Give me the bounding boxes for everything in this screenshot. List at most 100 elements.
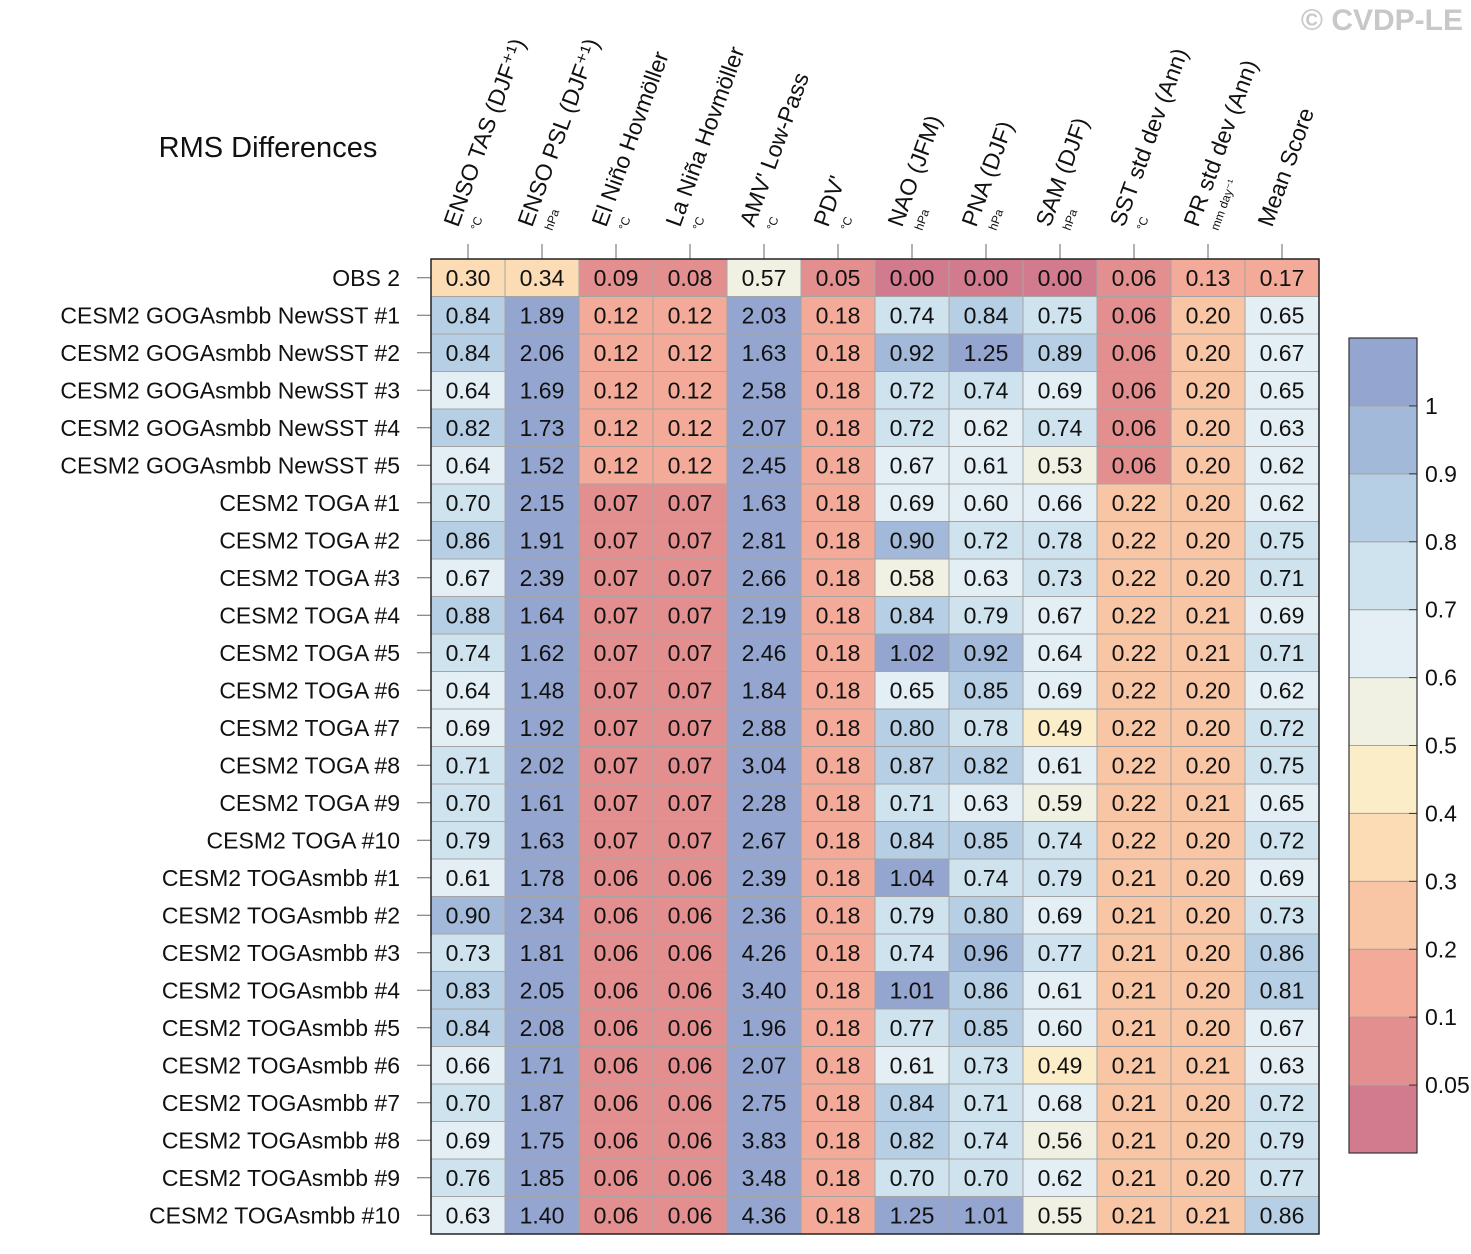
row-label: CESM2 TOGAsmbb #8 bbox=[162, 1127, 400, 1153]
heatmap-border bbox=[430, 258, 1320, 1235]
cell-value-label: 1.84 bbox=[742, 677, 787, 703]
cell-value-label: 0.86 bbox=[964, 977, 1009, 1003]
heatmap-cell bbox=[1022, 896, 1098, 935]
column-header: PNA (DJF)hPa bbox=[956, 118, 1018, 233]
cell-value-label: 0.07 bbox=[594, 527, 639, 553]
heatmap-cell bbox=[1022, 446, 1098, 485]
row-label: CESM2 TOGA #7 bbox=[219, 715, 400, 741]
cell-value-label: 0.07 bbox=[668, 490, 713, 516]
heatmap-cell bbox=[504, 783, 580, 822]
heatmap-cell bbox=[948, 408, 1024, 447]
heatmap-cell bbox=[1170, 1121, 1246, 1160]
heatmap-cell bbox=[1170, 1158, 1246, 1197]
cell-value-label: 4.36 bbox=[742, 1202, 787, 1228]
cell-value-label: 0.18 bbox=[816, 1015, 861, 1041]
cell-value-label: 0.06 bbox=[594, 1165, 639, 1191]
cell-value-label: 0.22 bbox=[1112, 715, 1157, 741]
heatmap-cell bbox=[1244, 858, 1320, 897]
cell-value-label: 1.75 bbox=[520, 1127, 565, 1153]
cell-value-label: 0.12 bbox=[594, 377, 639, 403]
row-label: CESM2 TOGA #5 bbox=[219, 640, 400, 666]
heatmap-cell bbox=[504, 371, 580, 410]
heatmap-cell bbox=[1022, 821, 1098, 860]
heatmap-cell bbox=[578, 896, 654, 935]
cell-value-label: 0.84 bbox=[890, 1090, 935, 1116]
column-label: PNA (DJF) bbox=[956, 118, 1018, 230]
row-label: CESM2 GOGAsmbb NewSST #5 bbox=[60, 452, 400, 478]
heatmap-cell bbox=[948, 933, 1024, 972]
cell-value-label: 0.00 bbox=[964, 265, 1009, 291]
colorbar-tick-label: 0.05 bbox=[1425, 1072, 1470, 1098]
cell-value-label: 1.02 bbox=[890, 640, 935, 666]
cell-value-label: 2.66 bbox=[742, 565, 787, 591]
cell-value-label: 0.07 bbox=[594, 752, 639, 778]
cell-value-label: 0.06 bbox=[668, 977, 713, 1003]
heatmap-cell bbox=[430, 483, 506, 522]
heatmap-cell bbox=[874, 783, 950, 822]
cell-value-label: 0.18 bbox=[816, 1202, 861, 1228]
cell-value-label: 2.06 bbox=[520, 340, 565, 366]
cell-value-label: 0.84 bbox=[446, 1015, 491, 1041]
column-unit: °C bbox=[764, 214, 782, 232]
heatmap-cell bbox=[874, 858, 950, 897]
cell-value-label: 0.65 bbox=[1260, 790, 1305, 816]
cell-value-label: 0.61 bbox=[964, 452, 1009, 478]
cell-value-label: 0.67 bbox=[1038, 602, 1083, 628]
cell-value-label: 0.20 bbox=[1186, 302, 1231, 328]
heatmap-cell bbox=[874, 558, 950, 597]
cell-value-label: 0.64 bbox=[1038, 640, 1083, 666]
cell-value-label: 0.60 bbox=[964, 490, 1009, 516]
colorbar-segment bbox=[1348, 812, 1418, 882]
cell-value-label: 0.88 bbox=[446, 602, 491, 628]
heatmap-cell bbox=[652, 971, 728, 1010]
heatmap-cell bbox=[874, 896, 950, 935]
heatmap-cell bbox=[578, 1008, 654, 1047]
heatmap-cell bbox=[1096, 483, 1172, 522]
colorbar-segment bbox=[1348, 609, 1418, 679]
cell-value-label: 0.30 bbox=[446, 265, 491, 291]
cell-value-label: 0.20 bbox=[1186, 565, 1231, 591]
cell-value-label: 1.25 bbox=[964, 340, 1009, 366]
heatmap-cell bbox=[652, 1121, 728, 1160]
cell-value-label: 0.21 bbox=[1112, 902, 1157, 928]
row-label: CESM2 TOGAsmbb #9 bbox=[162, 1165, 400, 1191]
cell-value-label: 2.36 bbox=[742, 902, 787, 928]
colorbar-segment bbox=[1348, 677, 1418, 746]
cell-value-label: 0.22 bbox=[1112, 827, 1157, 853]
cell-value-label: 0.85 bbox=[964, 827, 1009, 853]
cell-value-label: 2.02 bbox=[520, 752, 565, 778]
cell-value-label: 0.69 bbox=[446, 715, 491, 741]
heatmap-cell bbox=[430, 1083, 506, 1122]
heatmap-cell bbox=[874, 1158, 950, 1197]
heatmap-cell bbox=[874, 971, 950, 1010]
cell-value-label: 0.07 bbox=[668, 677, 713, 703]
heatmap-cell bbox=[800, 933, 876, 972]
heatmap-cell bbox=[1244, 783, 1320, 822]
heatmap-cell bbox=[1244, 596, 1320, 635]
cell-value-label: 0.72 bbox=[1260, 827, 1305, 853]
heatmap-cell bbox=[800, 1121, 876, 1160]
cell-value-label: 0.89 bbox=[1038, 340, 1083, 366]
heatmap-cell bbox=[1244, 1121, 1320, 1160]
cell-value-label: 0.20 bbox=[1186, 527, 1231, 553]
cell-value-label: 0.71 bbox=[890, 790, 935, 816]
cell-value-label: 0.69 bbox=[890, 490, 935, 516]
heatmap-cell bbox=[1096, 258, 1172, 297]
cell-value-label: 2.19 bbox=[742, 602, 787, 628]
cell-value-label: 0.65 bbox=[1260, 302, 1305, 328]
cell-value-label: 0.18 bbox=[816, 340, 861, 366]
heatmap-cell bbox=[874, 521, 950, 560]
column-header: NAO (JFM)hPa bbox=[882, 112, 946, 233]
cell-value-label: 0.05 bbox=[816, 265, 861, 291]
cell-value-label: 0.59 bbox=[1038, 790, 1083, 816]
heatmap-cell bbox=[800, 896, 876, 935]
heatmap-cell bbox=[1244, 333, 1320, 372]
cell-value-label: 1.81 bbox=[520, 940, 565, 966]
heatmap-cell bbox=[430, 258, 506, 297]
column-unit: °C bbox=[468, 214, 486, 232]
cell-value-label: 0.20 bbox=[1186, 902, 1231, 928]
heatmap-cell bbox=[504, 1196, 580, 1235]
cell-value-label: 0.74 bbox=[964, 865, 1009, 891]
cell-value-label: 0.79 bbox=[890, 902, 935, 928]
cell-value-label: 0.90 bbox=[446, 902, 491, 928]
